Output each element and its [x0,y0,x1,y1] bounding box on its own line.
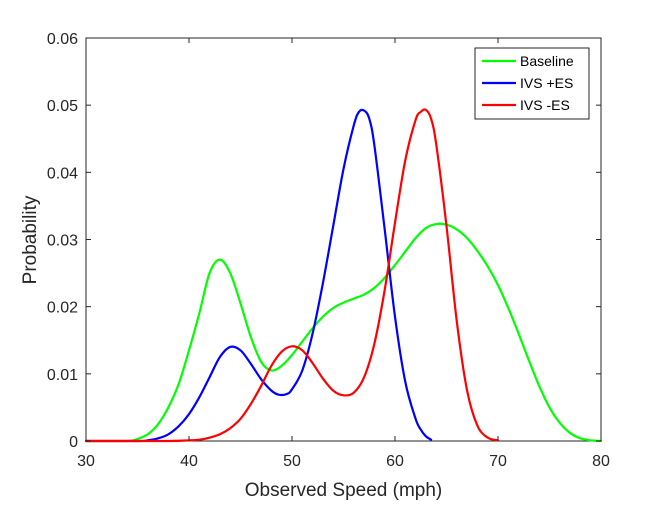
y-tick-label: 0.05 [47,98,78,115]
y-tick-label: 0 [69,434,78,451]
y-axis-label: Probability [20,195,41,284]
legend-label-ivs-plus-es: IVS +ES [520,75,573,91]
y-tick-label: 0.03 [47,233,78,250]
x-tick-label: 70 [489,453,507,470]
x-tick-label: 40 [180,453,198,470]
x-tick-label: 30 [77,453,95,470]
series-line-baseline [84,222,603,443]
x-axis-label: Observed Speed (mph) [245,480,443,501]
series-line-ivs-minus-es [84,108,500,443]
legend: Baseline IVS +ES IVS -ES [474,47,590,120]
legend-label-ivs-minus-es: IVS -ES [520,97,570,113]
y-tick-label: 0.04 [47,165,78,182]
y-tick-label: 0.06 [47,31,78,48]
series-lines [84,108,603,443]
y-axis-ticks: 0 0.01 0.02 0.03 0.04 0.05 0.06 [47,31,601,451]
x-tick-label: 80 [592,453,610,470]
legend-label-baseline: Baseline [520,53,574,69]
x-tick-label: 50 [283,453,301,470]
x-tick-label: 60 [386,453,404,470]
y-tick-label: 0.01 [47,367,78,384]
series-line-ivs-plusminus-es [84,108,433,443]
x-axis-ticks: 30 40 50 60 70 80 [77,38,610,470]
y-tick-label: 0.02 [47,300,78,317]
